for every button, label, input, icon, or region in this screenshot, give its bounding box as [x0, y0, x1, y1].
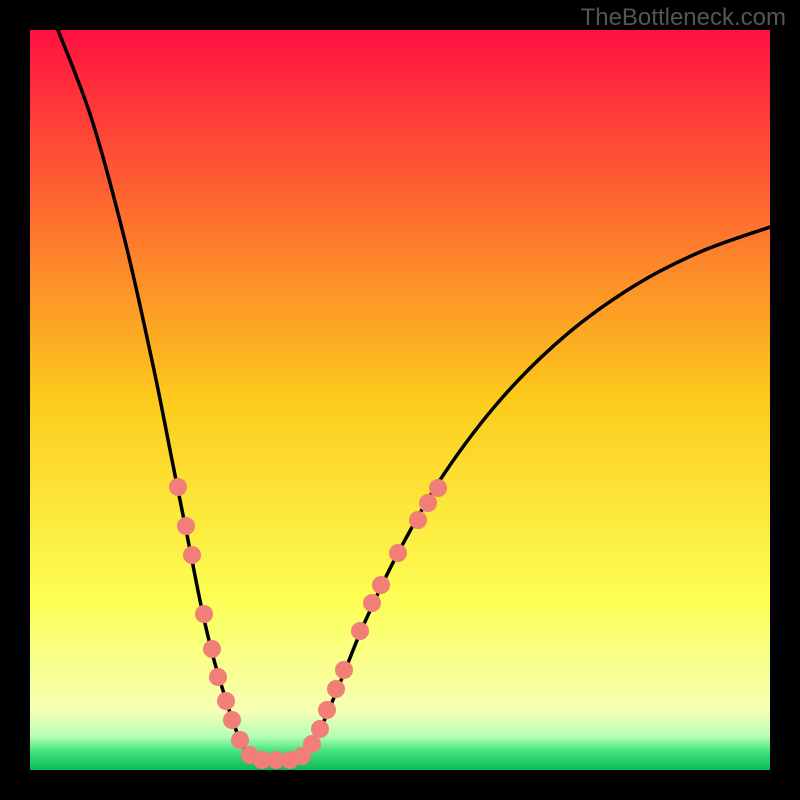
data-marker [351, 622, 369, 640]
data-marker [327, 680, 345, 698]
data-marker [231, 731, 249, 749]
data-marker [335, 661, 353, 679]
data-marker [183, 546, 201, 564]
data-marker [217, 692, 235, 710]
data-marker [203, 640, 221, 658]
data-marker [209, 668, 227, 686]
curve-layer [0, 0, 800, 800]
data-marker [363, 594, 381, 612]
data-marker [372, 576, 390, 594]
data-marker [311, 720, 329, 738]
data-marker [177, 517, 195, 535]
bottleneck-curve [58, 30, 770, 761]
data-marker [169, 478, 187, 496]
data-marker [195, 605, 213, 623]
watermark-text: TheBottleneck.com [581, 4, 786, 32]
data-marker [419, 494, 437, 512]
chart-root: TheBottleneck.com [0, 0, 800, 800]
data-marker [318, 701, 336, 719]
data-marker [429, 479, 447, 497]
data-marker [409, 511, 427, 529]
data-marker [223, 711, 241, 729]
data-marker [389, 544, 407, 562]
